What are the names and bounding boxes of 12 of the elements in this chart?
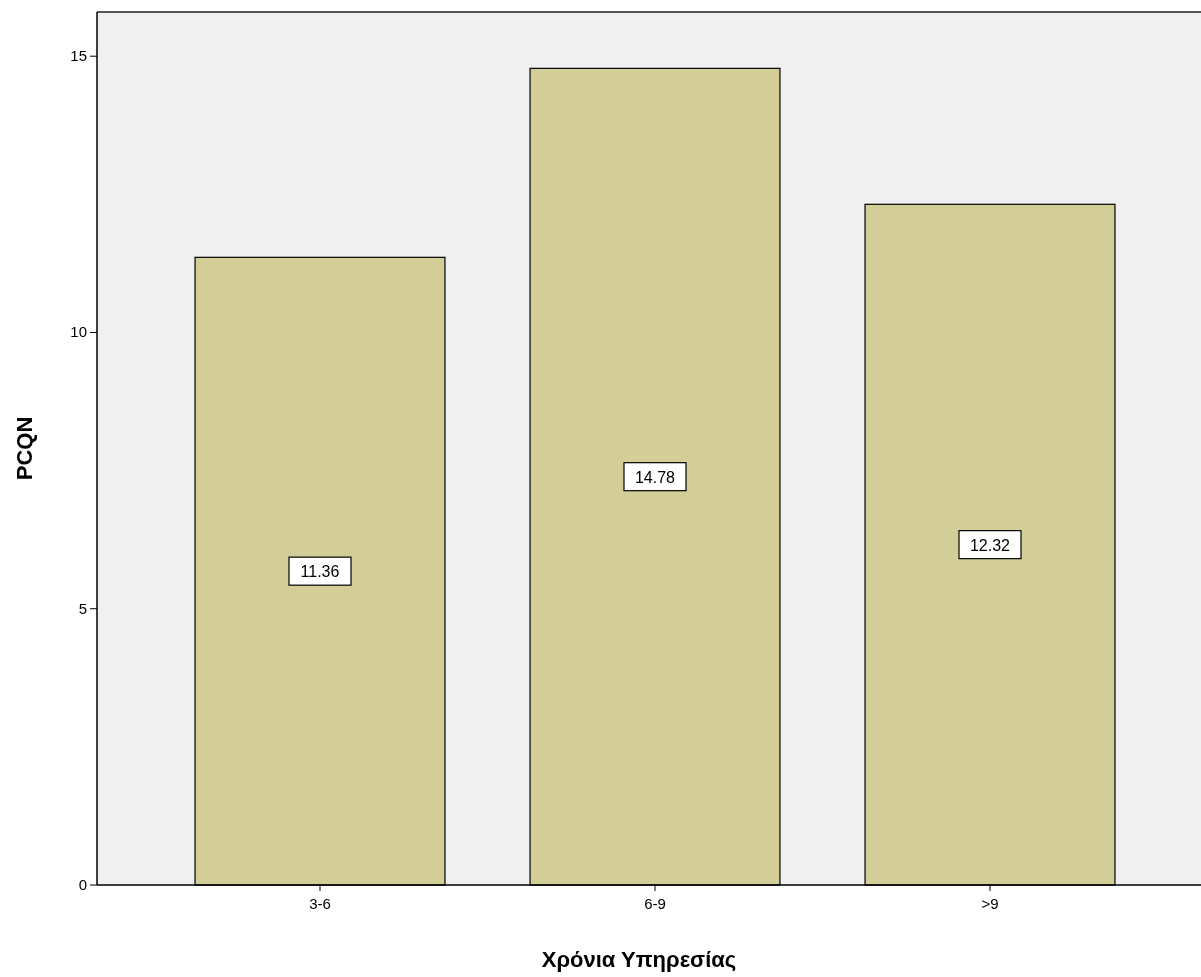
x-tick-label: 3-6 bbox=[309, 895, 331, 912]
y-tick-label: 10 bbox=[70, 323, 87, 341]
data-label: 12.32 bbox=[969, 536, 1011, 554]
y-axis-title: PCQN bbox=[12, 416, 37, 481]
data-label: 14.78 bbox=[634, 468, 676, 486]
x-tick-label: >9 bbox=[981, 895, 999, 912]
data-label: 11.36 bbox=[300, 563, 340, 581]
y-tick-label: 15 bbox=[70, 47, 87, 65]
x-axis-title: Χρόνια Υπηρεσίας bbox=[541, 947, 737, 972]
x-tick-label: 6-9 bbox=[644, 895, 666, 912]
y-tick-label: 0 bbox=[78, 876, 87, 893]
y-tick-label: 5 bbox=[78, 599, 87, 617]
